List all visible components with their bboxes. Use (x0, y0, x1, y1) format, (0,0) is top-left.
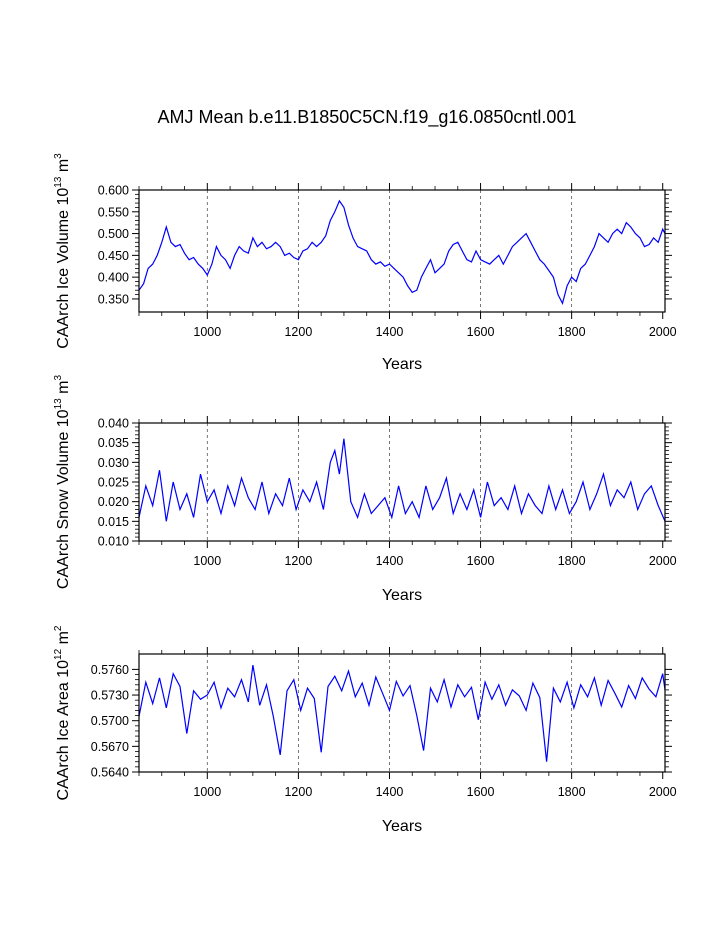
chart-title: AMJ Mean b.e11.B1850C5CN.f19_g16.0850cnt… (158, 107, 577, 128)
x-tick-label: 1400 (376, 554, 404, 568)
x-tick-label: 1000 (193, 785, 221, 799)
y-tick-label: 0.015 (98, 515, 129, 529)
x-axis-label: Years (382, 587, 422, 604)
y-axis-label: CAArch Ice Volume 1013 m3 (53, 153, 72, 349)
y-tick-label: 0.030 (98, 456, 129, 470)
panels: 1000 1200 1400 1600 1800 2000 0.350 0.400 0.450 0… (53, 153, 677, 835)
x-tick-label: 1400 (376, 785, 404, 799)
y-tick-label: 0.020 (98, 495, 129, 509)
snow-volume-panel: 1000 1200 1400 1600 1800 2000 0.010 0.015 0.020 0… (53, 375, 677, 605)
y-tick-label: 0.025 (98, 476, 129, 490)
y-tick-label: 0.600 (98, 184, 129, 198)
y-tick-label: 0.5730 (91, 689, 129, 703)
y-tick-label: 0.400 (98, 271, 129, 285)
x-tick-label: 1600 (467, 325, 495, 339)
snow-volume-series-line (138, 438, 666, 522)
ice-area-panel: 1000 1200 1400 1600 1800 2000 0.5640 0.5670 0.57… (53, 625, 677, 835)
x-tick-label: 2000 (649, 325, 677, 339)
y-tick-label: 0.5700 (91, 714, 129, 728)
x-tick-label: 2000 (649, 554, 677, 568)
ice-volume-series-line (138, 199, 666, 305)
y-tick-label: 0.5670 (91, 740, 129, 754)
y-tick-label: 0.035 (98, 436, 129, 450)
y-tick-label: 0.5760 (91, 663, 129, 677)
y-tick-label: 0.500 (98, 227, 129, 241)
x-tick-label: 1800 (558, 554, 586, 568)
x-tick-label: 1600 (467, 554, 495, 568)
ice-volume-panel: 1000 1200 1400 1600 1800 2000 0.350 0.400 0.450 0… (53, 153, 677, 373)
y-axis-label: CAArch Snow Volume 1013 m3 (53, 375, 72, 590)
x-tick-label: 1600 (467, 785, 495, 799)
x-tick-label: 1200 (284, 325, 312, 339)
y-tick-label: 0.5640 (91, 766, 129, 780)
plot-frame (138, 422, 666, 542)
x-tick-label: 1000 (193, 554, 221, 568)
y-tick-label: 0.040 (98, 417, 129, 431)
plot-frame (138, 189, 666, 313)
ice-area-series-line (138, 664, 666, 762)
x-axis-label: Years (382, 356, 422, 373)
x-tick-label: 1200 (284, 785, 312, 799)
y-tick-label: 0.550 (98, 205, 129, 219)
x-tick-label: 1800 (558, 785, 586, 799)
x-tick-label: 1800 (558, 325, 586, 339)
y-tick-label: 0.010 (98, 535, 129, 549)
x-tick-label: 2000 (649, 785, 677, 799)
plot-frame (138, 653, 666, 773)
y-axis-label: CAArch Ice Area 1012 m2 (53, 625, 72, 800)
x-axis-label: Years (382, 818, 422, 835)
x-tick-label: 1000 (193, 325, 221, 339)
x-tick-label: 1400 (376, 325, 404, 339)
y-tick-label: 0.450 (98, 249, 129, 263)
y-tick-label: 0.350 (98, 292, 129, 306)
x-tick-label: 1200 (284, 554, 312, 568)
